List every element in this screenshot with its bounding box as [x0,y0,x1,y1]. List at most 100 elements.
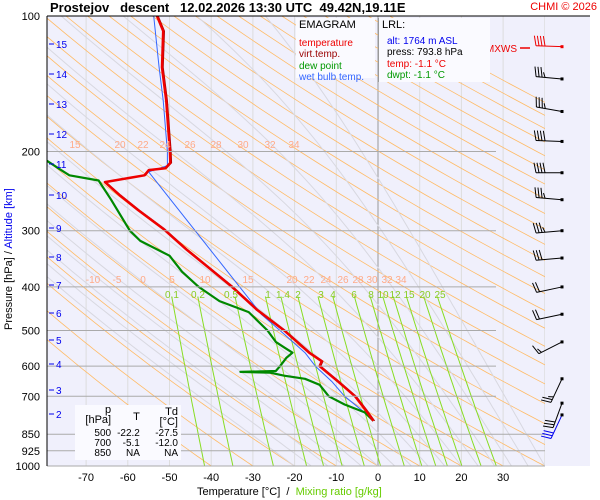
mixing-ratio-line [405,296,463,466]
wind-barb-staff [550,414,563,439]
wind-barb-flag [543,103,546,109]
adiabat-label: 24 [320,275,332,286]
y-axis-label: Pressure [hPa] / Altitude [km] [3,188,15,330]
x-label-mixing: Mixing ratio [g/kg] [295,486,382,498]
x-label-temp: Temperature [°C] [197,486,281,498]
wind-barb-staff [535,45,563,48]
mixing-ratio-label: 0.5 [224,290,238,301]
cell: NA [164,448,178,459]
altitude-label: 8 [56,253,62,264]
wind-barb-station [560,401,564,405]
adiabat-label: 20 [114,140,126,151]
wind-barb-flag [532,310,538,320]
mixing-ratio-label: 6 [351,290,357,301]
y-label-part: / [3,249,15,255]
wind-barb-flag [539,35,543,47]
wind-barb-flag [540,399,552,403]
wind-barb-flag [542,227,546,233]
mixing-ratio-line [369,296,423,466]
y-tick-label: 200 [22,146,40,158]
adiabat-label: 34 [395,275,407,286]
wind-barb-flag [543,422,555,426]
adiabat-label: 32 [264,140,276,151]
wind-barb-staff [535,140,563,142]
adiabat-label: 15 [242,275,254,286]
cell: -27.5 [155,428,178,439]
mxws-label: MXWS [486,44,517,55]
adiabat-label: 5 [169,275,175,286]
mixing-ratio-line [171,296,206,466]
wind-barb-station [560,340,564,344]
wind-barb-flag [542,396,553,401]
cell: -12.0 [155,438,178,449]
adiabat-label: 32 [381,275,393,286]
adiabat-label: 15 [69,140,81,151]
wind-barb-station [560,256,564,260]
adiabat-label: 22 [303,275,315,286]
mixing-ratio-label: 1 [265,290,271,301]
adiabat-label: 24 [159,140,171,151]
wind-barb-flag [542,432,553,437]
lrl-dwpt: dwpt: -1.1 °C [387,70,445,81]
level-table: p [hPa] T Td [°C] 500 -22.2 -27.5 700 -5.1 -12… [75,405,181,460]
mixing-ratio-line [264,296,308,466]
lrl-box: LRL: alt: 1764 m ASL press: 793.8 hPa te… [378,18,490,82]
y-tick-label: 1000 [16,461,40,473]
table-header: Td [°C] [159,406,178,428]
dry-adiabat [216,16,545,214]
mixing-ratio-line [392,296,448,466]
mixing-ratio-line [436,296,497,466]
wind-barb-station [560,377,564,381]
legend-dew-point: dew point [299,60,342,72]
wind-barb-flag [537,348,542,353]
wind-barb-flag [542,425,554,429]
wind-barb-flag [535,250,540,261]
dry-adiabat [47,75,545,405]
copyright: CHMI © 2026 [530,1,597,13]
wind-barb-staff [536,76,563,80]
wind-barb-staff [536,313,563,321]
mixing-ratio-line [332,296,382,466]
dry-adiabat [238,16,545,200]
wind-barb-flag [542,130,546,141]
altitude-label: 6 [56,309,62,320]
cell: -22.2 [117,428,140,439]
x-tick-label: 0 [375,472,381,484]
wind-barb-flag [537,187,540,198]
y-tick-label: 925 [22,446,40,458]
adiabat-label: 30 [237,140,249,151]
y-tick-label: 400 [22,282,40,294]
altitude-label: 9 [56,224,62,235]
cell: -5.1 [122,438,140,449]
y-tick-label: 850 [22,429,40,441]
cell: 700 [94,438,112,449]
y-tick-label: 300 [22,226,40,238]
wind-barb-flag [540,435,552,439]
legend-temperature: temperature [299,37,353,49]
legend-title: EMAGRAM [299,19,356,31]
altitude-label: 3 [56,386,62,397]
adiabat-label: -5 [113,275,122,286]
x-tick-label: 30 [497,472,509,484]
mixing-ratio-line [382,296,437,466]
table-header: T [133,411,140,423]
wind-barb-flag [532,250,537,261]
mixing-ratio-label: 12 [389,290,401,301]
mixing-ratio-line [297,296,343,466]
y-label-part: Altitude [km] [3,188,15,249]
lrl-title: LRL: [382,19,406,31]
dry-adiabat [108,16,545,294]
wind-barb-flag [543,72,546,78]
y-tick-label: 600 [22,361,40,373]
y-tick-label: 500 [22,326,40,338]
adiabat-label: 28 [352,275,364,286]
mixing-ratio-label: 1.4 [276,290,290,301]
wind-barb-flag [545,419,556,423]
adiabat-label: 26 [337,275,349,286]
mixing-ratio-label: 8 [368,290,374,301]
dry-adiabat [87,16,545,312]
altitude-label: 11 [56,160,67,171]
altitude-label: 10 [56,191,68,202]
cell: 850 [94,448,112,459]
cell: 500 [94,428,112,439]
